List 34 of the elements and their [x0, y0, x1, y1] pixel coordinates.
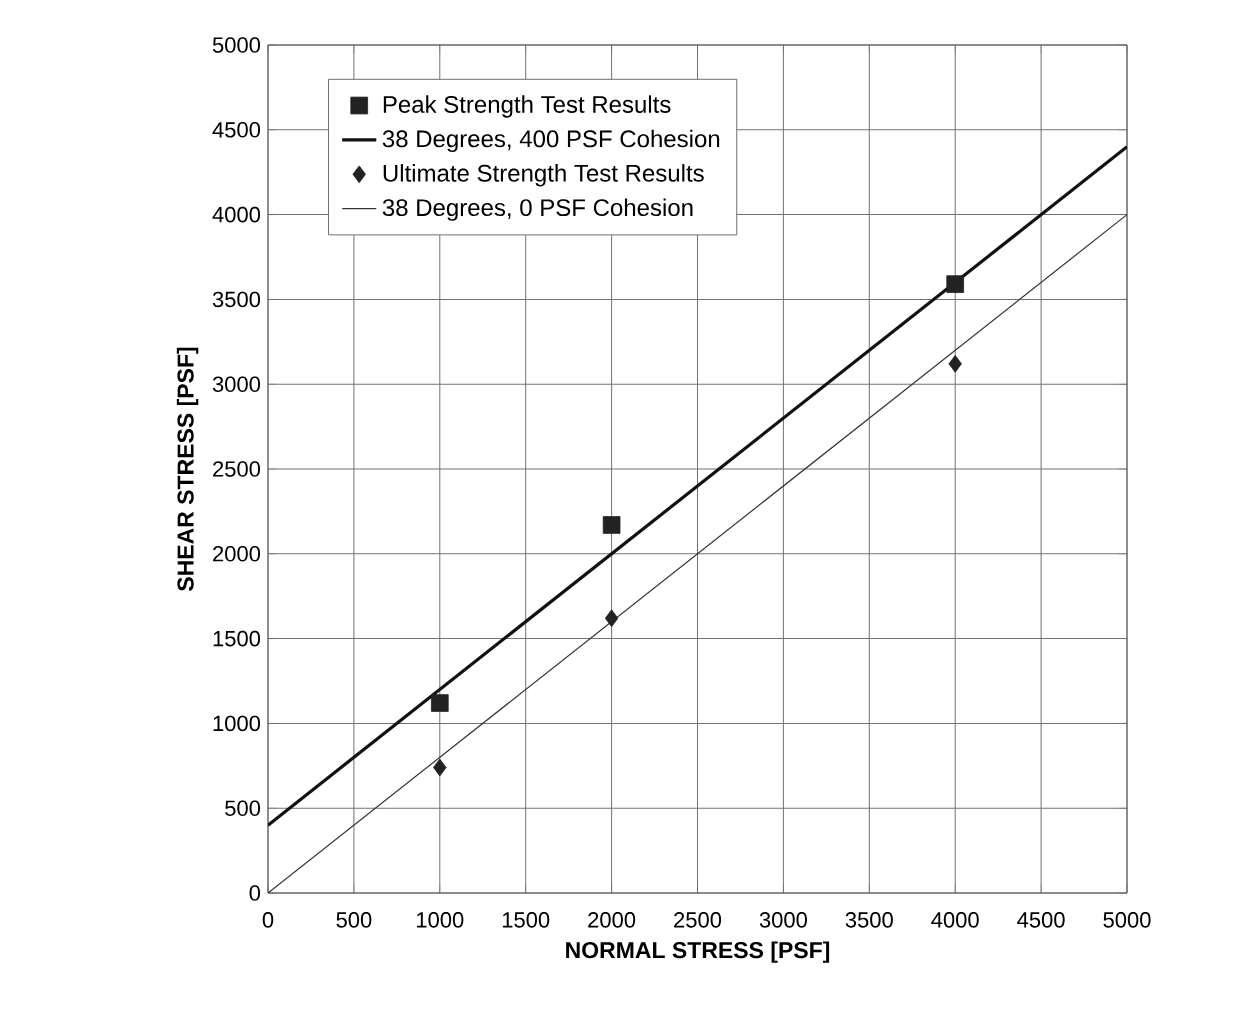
x-tick-label: 2000 — [588, 912, 636, 928]
x-tick-label: 4000 — [931, 912, 979, 928]
y-tick-label: 1500 — [213, 630, 261, 647]
y-tick-label: 500 — [225, 800, 261, 816]
point — [602, 516, 621, 534]
x-tick-label: 3500 — [845, 912, 893, 928]
point — [946, 275, 965, 293]
y-tick-label: 4500 — [212, 122, 261, 138]
y-tick-label: 5000 — [212, 37, 261, 53]
y-tick-label: 4000 — [212, 206, 261, 223]
point — [433, 758, 447, 777]
x-tick-label: 1500 — [502, 912, 550, 928]
y-tick-label: 3500 — [212, 291, 261, 308]
legend-label: 38 Degrees, 0 PSF Cohesion — [382, 198, 693, 221]
legend-label: Ultimate Strength Test Results — [383, 164, 704, 187]
y-tick-label: 2500 — [213, 461, 261, 477]
x-axis-title: NORMAL STRESS [PSF] — [566, 941, 830, 963]
x-tick-label: 3000 — [759, 912, 807, 928]
y-tick-label: 1000 — [213, 715, 261, 732]
x-tick-label: 500 — [336, 912, 372, 928]
x-tick-label: 4500 — [1017, 912, 1065, 928]
x-tick-label: 1000 — [417, 912, 464, 928]
x-tick-label: 5000 — [1103, 912, 1151, 928]
x-tick-label: 0 — [262, 912, 274, 928]
point — [948, 355, 962, 373]
y-tick-label: 2000 — [213, 546, 261, 562]
y-tick-label: 3000 — [212, 376, 261, 392]
y-axis-title: SHEAR STRESS [PSF] — [176, 347, 199, 592]
x-tick-label: 2500 — [674, 912, 722, 928]
y-tick-label: 0 — [249, 885, 261, 901]
point — [604, 609, 619, 628]
legend-label: Peak Strength Test Results — [383, 95, 671, 118]
legend-label: 38 Degrees, 400 PSF Cohesion — [382, 129, 720, 153]
point — [431, 694, 449, 712]
